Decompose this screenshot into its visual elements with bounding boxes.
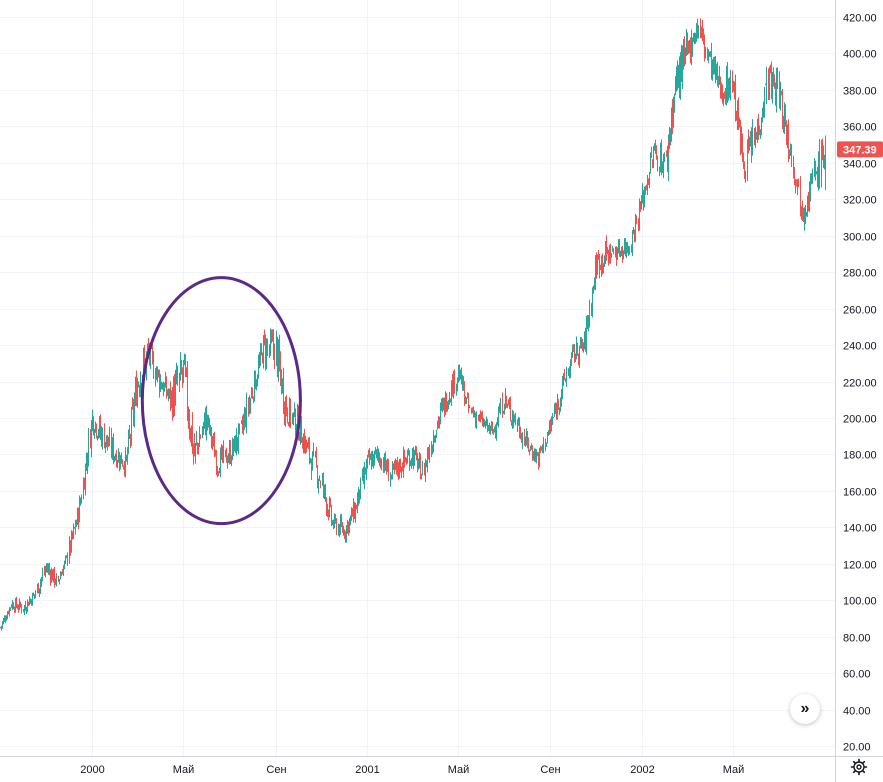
y-tick-label: 40.00 bbox=[843, 706, 871, 718]
x-tick-label: 2001 bbox=[355, 764, 379, 776]
y-tick-label: 360.00 bbox=[843, 122, 877, 134]
highlight-ellipse bbox=[140, 276, 302, 526]
x-tick-label: Май bbox=[723, 764, 745, 776]
y-tick-label: 120.00 bbox=[843, 560, 877, 572]
gear-icon bbox=[850, 758, 868, 776]
x-tick-label: Сен bbox=[266, 764, 286, 776]
x-tick-label: Май bbox=[448, 764, 470, 776]
chart-settings-button[interactable] bbox=[848, 756, 870, 778]
y-tick-label: 260.00 bbox=[843, 305, 877, 317]
y-tick-label: 220.00 bbox=[843, 378, 877, 390]
last-price-label: 347.39 bbox=[843, 144, 877, 156]
y-tick-label: 140.00 bbox=[843, 523, 877, 535]
y-tick-label: 400.00 bbox=[843, 49, 877, 61]
last-price-badge-bg bbox=[837, 141, 883, 158]
scroll-to-realtime-button[interactable]: » bbox=[790, 694, 820, 724]
price-axis: 20.00 40.00 60.00 80.00 100.00 120.00 140.00 16… bbox=[843, 13, 877, 754]
grid-lines bbox=[0, 0, 835, 756]
time-axis: 2000 Май Сен 2001 Май Сен 2002 Май bbox=[80, 764, 744, 776]
last-price-badge: 347.39 bbox=[837, 141, 883, 158]
highlight-annotation bbox=[140, 276, 302, 526]
y-tick-label: 200.00 bbox=[843, 414, 877, 426]
y-tick-label: 80.00 bbox=[843, 633, 871, 645]
x-tick-label: Сен bbox=[540, 764, 560, 776]
y-tick-label: 240.00 bbox=[843, 341, 877, 353]
y-tick-label: 20.00 bbox=[843, 742, 871, 754]
y-tick-label: 100.00 bbox=[843, 596, 877, 608]
y-tick-label: 420.00 bbox=[843, 13, 877, 25]
y-tick-label: 160.00 bbox=[843, 487, 877, 499]
y-tick-label: 280.00 bbox=[843, 268, 877, 280]
x-tick-label: Май bbox=[173, 764, 195, 776]
y-tick-label: 60.00 bbox=[843, 669, 871, 681]
y-tick-label: 300.00 bbox=[843, 232, 877, 244]
x-tick-label: 2000 bbox=[80, 764, 104, 776]
candles bbox=[0, 18, 826, 631]
double-chevron-right-icon: » bbox=[800, 700, 810, 717]
y-tick-label: 380.00 bbox=[843, 86, 877, 98]
y-tick-label: 340.00 bbox=[843, 159, 877, 171]
y-tick-label: 320.00 bbox=[843, 195, 877, 207]
y-tick-label: 180.00 bbox=[843, 450, 877, 462]
x-tick-label: 2002 bbox=[630, 764, 654, 776]
